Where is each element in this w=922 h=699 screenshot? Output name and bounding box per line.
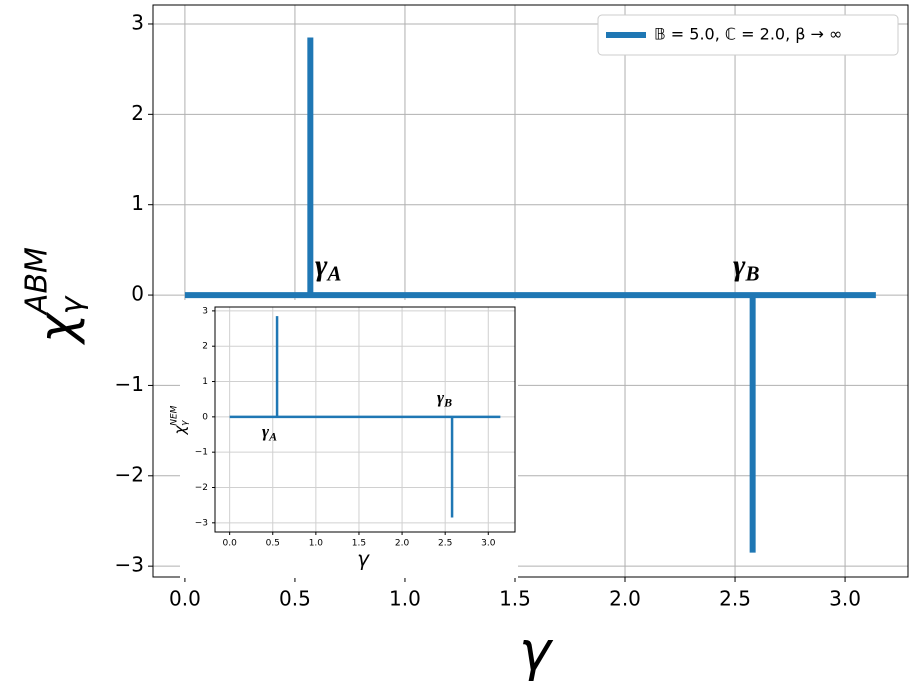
y-axis-label: χγABM [19, 247, 89, 346]
y-tick-label: 0 [202, 412, 208, 422]
y-tick-label: 2 [131, 101, 144, 125]
x-tick-label: 2.0 [609, 587, 641, 611]
y-tick-label: −1 [195, 448, 208, 458]
y-tick-label: 2 [202, 342, 208, 352]
y-tick-label: −3 [195, 518, 208, 528]
x-tick-label: 2.5 [438, 539, 452, 549]
y-label-sup: NEM [169, 405, 179, 425]
x-tick-label: 0.5 [279, 587, 311, 611]
annotation-text: γ [315, 249, 328, 282]
x-tick-label: 0.0 [169, 587, 201, 611]
y-tick-label: −3 [115, 553, 144, 577]
x-tick-label: 2.0 [395, 539, 410, 549]
legend-label: 𝔹 = 5.0, ℂ = 2.0, β → ∞ [654, 25, 842, 44]
y-tick-label: −2 [115, 462, 144, 486]
inset: 0.0 0.5 1.0 1.5 2.0 2.5 3.0−3−2−10123γχγNEMγAγ… [169, 300, 518, 578]
y-tick-label: 1 [131, 191, 144, 215]
y-axis-label: χγNEM [169, 405, 190, 435]
x-tick-label: 3.0 [829, 587, 861, 611]
x-tick-label: 1.5 [352, 539, 366, 549]
y-label-sub: γ [54, 294, 89, 314]
annotation-text: γ [437, 388, 445, 407]
annotation-sub: B [443, 395, 452, 409]
y-label-sup: ABM [19, 247, 54, 316]
y-tick-label: −2 [195, 483, 208, 493]
inset-background [180, 300, 518, 578]
x-tick-label: 0.0 [222, 539, 237, 549]
x-axis-label: γ [357, 547, 370, 571]
x-tick-label: 2.5 [719, 587, 751, 611]
x-tick-label: 3.0 [481, 539, 496, 549]
y-label-base: χ [28, 311, 86, 346]
plot-frame [214, 306, 516, 533]
legend-box [597, 14, 899, 56]
annotation-sub: A [268, 429, 277, 443]
x-tick-label: 1.5 [499, 587, 531, 611]
data-line [229, 316, 501, 518]
x-tick-label: 1.0 [309, 539, 324, 549]
y-label-base: χ [171, 424, 189, 435]
y-tick-label: 0 [131, 282, 144, 306]
y-tick-label: −1 [115, 372, 144, 396]
y-tick-label: 1 [202, 377, 208, 387]
y-label-sub: γ [179, 420, 189, 426]
annotation: γA [262, 422, 277, 443]
y-tick-label: 3 [202, 306, 208, 316]
data-line [184, 37, 876, 553]
annotation: γB [437, 388, 452, 409]
annotation-text: γ [262, 422, 270, 441]
annotation: γA [315, 249, 342, 285]
x-tick-label: 0.5 [266, 539, 280, 549]
plot-frame [152, 4, 909, 578]
annotation-sub: A [325, 261, 341, 285]
annotation-sub: B [744, 261, 759, 285]
y-tick-label: 3 [131, 10, 144, 34]
x-tick-label: 1.0 [389, 587, 421, 611]
annotation: γB [733, 249, 760, 285]
annotation-text: γ [733, 249, 746, 282]
x-axis-label: γ [519, 620, 554, 683]
